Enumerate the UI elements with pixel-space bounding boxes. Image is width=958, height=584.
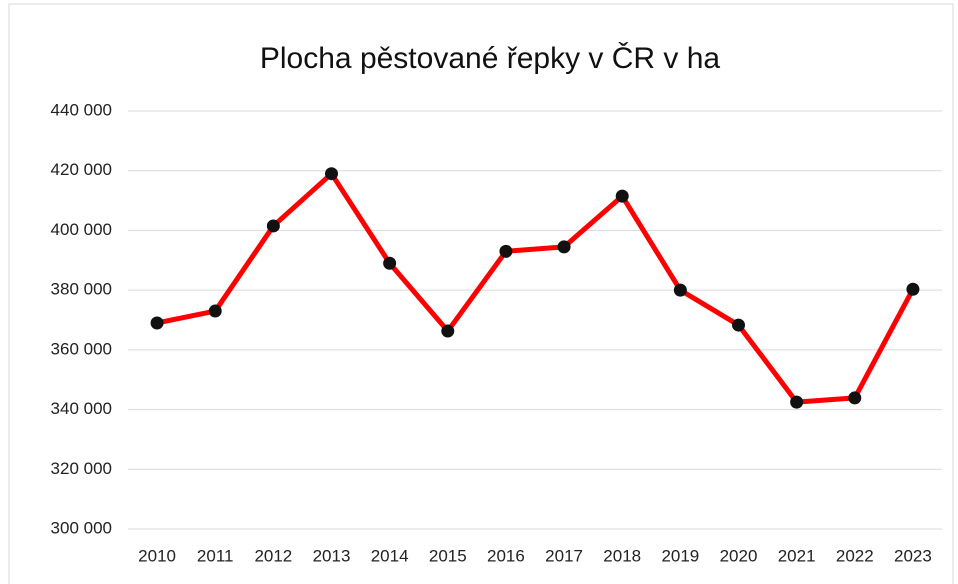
x-tick-label: 2013 [313,546,351,565]
data-point [790,395,804,409]
y-tick-label: 420 000 [51,160,112,179]
x-tick-label: 2022 [836,546,874,565]
data-point [673,283,687,297]
x-tick-label: 2023 [894,546,932,565]
x-tick-label: 2017 [545,546,583,565]
x-tick-label: 2021 [778,546,816,565]
data-point [499,244,513,258]
x-tick-label: 2014 [371,546,409,565]
x-tick-label: 2020 [720,546,758,565]
y-tick-label: 400 000 [51,220,112,239]
y-tick-label: 340 000 [51,399,112,418]
data-point [325,167,338,181]
x-tick-label: 2019 [661,546,699,565]
x-tick-label: 2018 [603,546,641,565]
y-tick-label: 380 000 [51,280,112,299]
data-point [383,256,397,270]
y-tick-label: 360 000 [51,339,112,358]
x-tick-label: 2010 [138,546,176,565]
x-tick-label: 2016 [487,546,525,565]
x-tick-label: 2011 [197,546,234,565]
y-tick-label: 440 000 [51,100,112,119]
chart-title: Plocha pěstované řepky v ČR v ha [260,41,721,75]
data-point [906,282,920,296]
data-point [557,240,571,254]
data-point [441,324,455,338]
data-point [208,304,222,318]
data-point [150,316,164,330]
x-tick-label: 2015 [429,546,467,565]
data-point [848,391,862,405]
chart-border [8,3,954,584]
y-tick-label: 320 000 [51,459,112,478]
data-point [732,318,745,332]
data-point [615,189,629,203]
x-tick-label: 2012 [254,546,292,565]
y-tick-label: 300 000 [51,518,112,537]
series-line [156,171,916,405]
data-point [266,219,280,233]
